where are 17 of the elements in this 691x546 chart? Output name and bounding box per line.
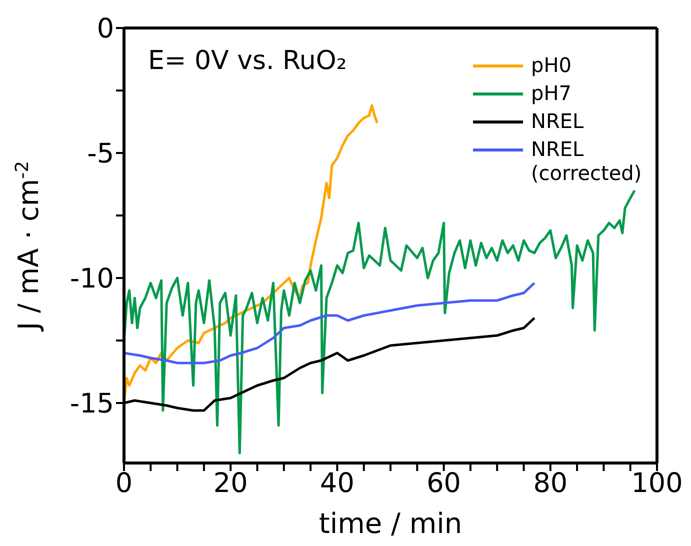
x-tick-label: 100 [631,468,683,500]
y-tick-label: -15 [70,388,114,420]
legend-label: pH7 [531,81,572,105]
x-tick-label: 20 [213,468,248,500]
legend-label: pH0 [531,53,572,77]
x-axis-title: time / min [318,507,462,540]
legend-label: NREL (corrected) [531,137,643,185]
y-tick-label: 0 [96,14,114,45]
x-tick-label: 60 [426,468,461,500]
y-tick-label: -10 [70,264,114,295]
x-tick-label: 0 [115,468,133,500]
legend-label: NREL [531,109,585,133]
x-tick-label: 40 [320,468,354,500]
x-tick-label: 80 [533,468,568,500]
line-series [124,282,536,364]
annotation: E= 0V vs. RuO₂ [148,46,347,76]
y-tick-label: -5 [87,138,114,170]
